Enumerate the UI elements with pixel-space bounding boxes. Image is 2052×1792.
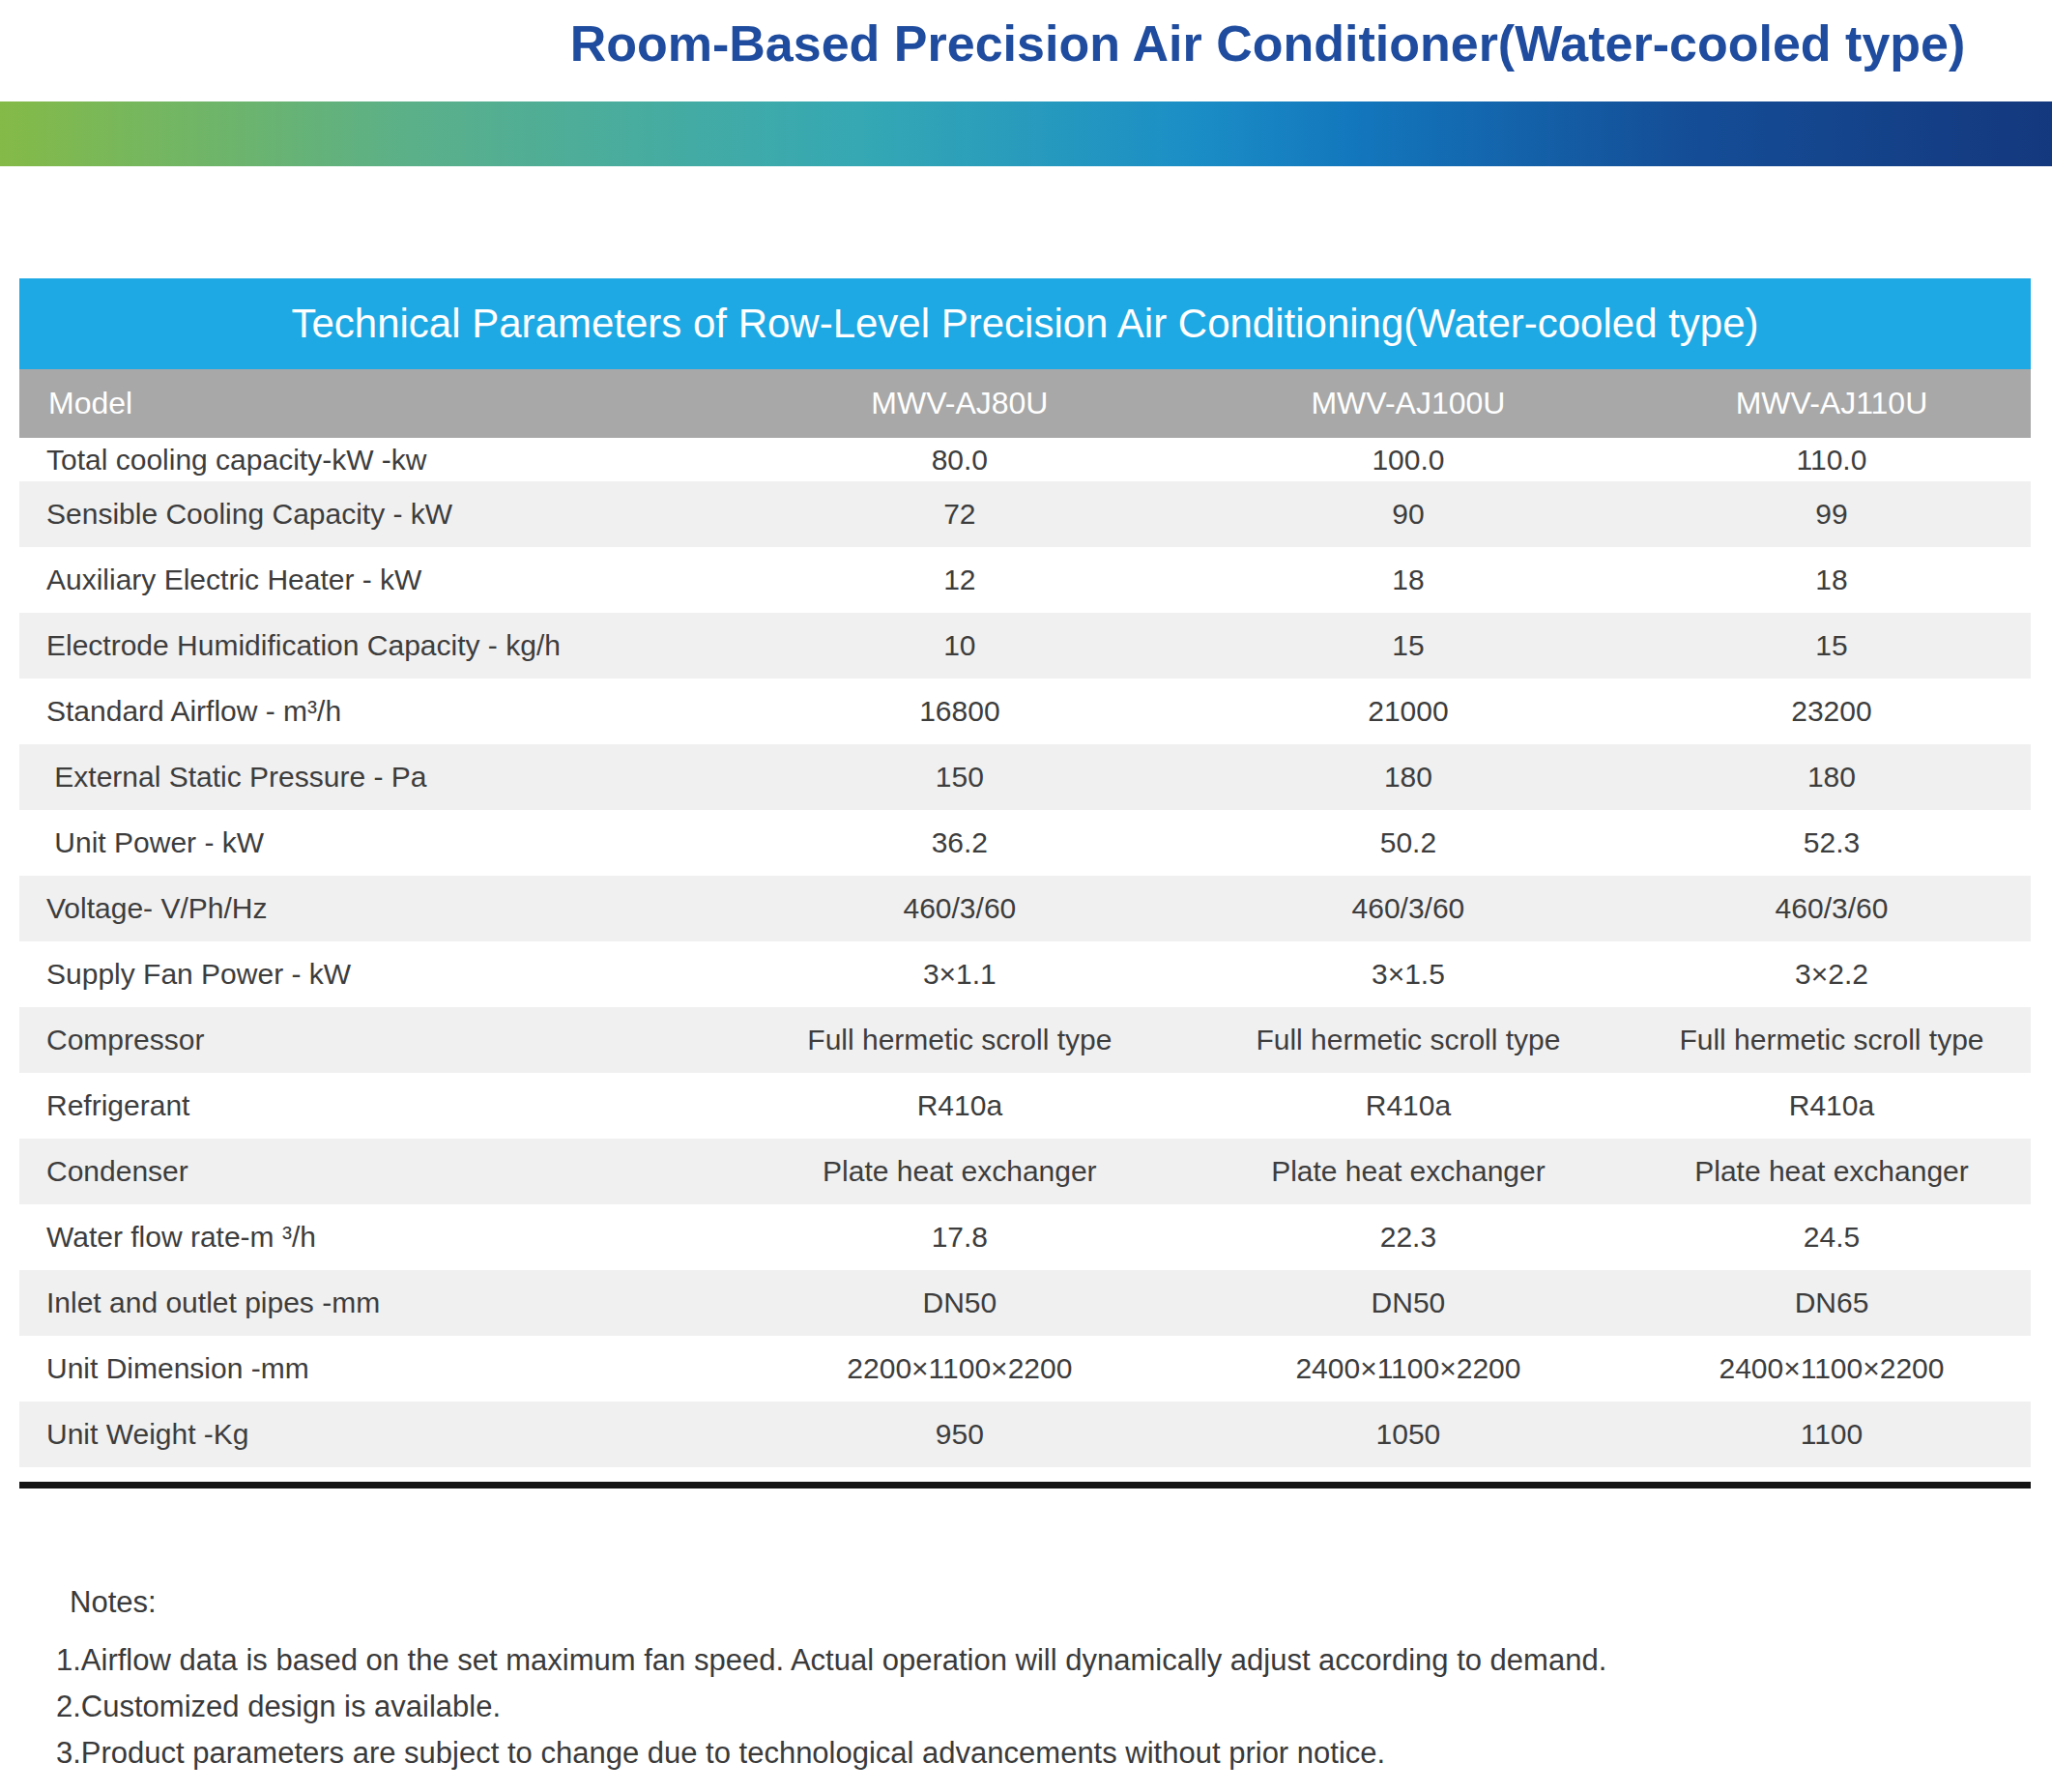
spec-table-body: Total cooling capacity-kW -kw80.0100.011… [19, 438, 2031, 1467]
page-title: Room-Based Precision Air Conditioner(Wat… [483, 0, 2052, 73]
spec-table-section: Technical Parameters of Row-Level Precis… [19, 278, 2031, 1489]
spec-value: 10 [736, 613, 1184, 679]
spec-value: 18 [1633, 547, 2031, 613]
spec-value: 1100 [1633, 1402, 2031, 1467]
spec-value: R410a [1184, 1073, 1633, 1139]
spec-label: Inlet and outlet pipes -mm [19, 1270, 736, 1336]
spec-value: 3×2.2 [1633, 941, 2031, 1007]
spec-table: Model MWV-AJ80U MWV-AJ100U MWV-AJ110U To… [19, 369, 2031, 1467]
model-header-row: Model MWV-AJ80U MWV-AJ100U MWV-AJ110U [19, 369, 2031, 438]
spec-value: 950 [736, 1402, 1184, 1467]
spec-value: 17.8 [736, 1204, 1184, 1270]
spec-value: 100.0 [1184, 438, 1633, 481]
spec-label: Compressor [19, 1007, 736, 1073]
spec-value: DN50 [736, 1270, 1184, 1336]
table-row: Supply Fan Power - kW3×1.13×1.53×2.2 [19, 941, 2031, 1007]
spec-value: 22.3 [1184, 1204, 1633, 1270]
model-column-aj80u: MWV-AJ80U [736, 369, 1184, 438]
spec-value: 110.0 [1633, 438, 2031, 481]
spec-label: Unit Dimension -mm [19, 1336, 736, 1402]
spec-label: Auxiliary Electric Heater - kW [19, 547, 736, 613]
spec-value: 180 [1184, 744, 1633, 810]
spec-label: Supply Fan Power - kW [19, 941, 736, 1007]
spec-label: Unit Power - kW [19, 810, 736, 876]
spec-value: 80.0 [736, 438, 1184, 481]
spec-value: 16800 [736, 679, 1184, 744]
table-row: External Static Pressure - Pa150180180 [19, 744, 2031, 810]
table-row: Sensible Cooling Capacity - kW729099 [19, 481, 2031, 547]
spec-value: 50.2 [1184, 810, 1633, 876]
table-row: Standard Airflow - m³/h168002100023200 [19, 679, 2031, 744]
spec-value: 2400×1100×2200 [1184, 1336, 1633, 1402]
spec-value: 72 [736, 481, 1184, 547]
model-column-aj110u: MWV-AJ110U [1633, 369, 2031, 438]
spec-label: Water flow rate-m ³/h [19, 1204, 736, 1270]
spec-value: 18 [1184, 547, 1633, 613]
spec-value: 180 [1633, 744, 2031, 810]
model-header-label: Model [19, 369, 736, 438]
spec-label: Total cooling capacity-kW -kw [19, 438, 736, 481]
page-header: Room-Based Precision Air Conditioner(Wat… [0, 0, 2052, 101]
note-item: 1.Airflow data is based on the set maxim… [56, 1637, 2052, 1684]
spec-value: DN50 [1184, 1270, 1633, 1336]
spec-value: 15 [1633, 613, 2031, 679]
spec-value: Full hermetic scroll type [1184, 1007, 1633, 1073]
table-row: Unit Power - kW36.250.252.3 [19, 810, 2031, 876]
table-row: Unit Weight -Kg95010501100 [19, 1402, 2031, 1467]
table-row: CompressorFull hermetic scroll typeFull … [19, 1007, 2031, 1073]
spec-label: External Static Pressure - Pa [19, 744, 736, 810]
spec-label: Electrode Humidification Capacity - kg/h [19, 613, 736, 679]
spec-value: 460/3/60 [736, 876, 1184, 941]
spec-value: 36.2 [736, 810, 1184, 876]
spec-value: 150 [736, 744, 1184, 810]
model-column-aj100u: MWV-AJ100U [1184, 369, 1633, 438]
spec-value: 23200 [1633, 679, 2031, 744]
spec-label: Refrigerant [19, 1073, 736, 1139]
spec-label: Standard Airflow - m³/h [19, 679, 736, 744]
spec-value: Full hermetic scroll type [1633, 1007, 2031, 1073]
table-row: RefrigerantR410aR410aR410a [19, 1073, 2031, 1139]
spec-value: 3×1.5 [1184, 941, 1633, 1007]
table-title: Technical Parameters of Row-Level Precis… [19, 278, 2031, 369]
note-item: 2.Customized design is available. [56, 1684, 2052, 1730]
spec-value: Plate heat exchanger [1184, 1139, 1633, 1204]
table-row: CondenserPlate heat exchangerPlate heat … [19, 1139, 2031, 1204]
spec-value: DN65 [1633, 1270, 2031, 1336]
spec-label: Voltage- V/Ph/Hz [19, 876, 736, 941]
spec-value: Plate heat exchanger [736, 1139, 1184, 1204]
spec-value: 99 [1633, 481, 2031, 547]
spec-value: 2400×1100×2200 [1633, 1336, 2031, 1402]
notes-section: Notes: 1.Airflow data is based on the se… [0, 1585, 2052, 1777]
table-row: Auxiliary Electric Heater - kW121818 [19, 547, 2031, 613]
gradient-banner [0, 101, 2052, 166]
table-row: Voltage- V/Ph/Hz460/3/60460/3/60460/3/60 [19, 876, 2031, 941]
spec-value: 460/3/60 [1184, 876, 1633, 941]
spec-value: 90 [1184, 481, 1633, 547]
note-item: 3.Product parameters are subject to chan… [56, 1730, 2052, 1777]
table-bottom-rule [19, 1482, 2031, 1489]
table-row: Inlet and outlet pipes -mmDN50DN50DN65 [19, 1270, 2031, 1336]
table-row: Water flow rate-m ³/h17.822.324.5 [19, 1204, 2031, 1270]
spec-value: R410a [1633, 1073, 2031, 1139]
spec-value: R410a [736, 1073, 1184, 1139]
table-row: Unit Dimension -mm2200×1100×22002400×110… [19, 1336, 2031, 1402]
notes-heading: Notes: [70, 1585, 2052, 1620]
spec-label: Unit Weight -Kg [19, 1402, 736, 1467]
spec-value: 52.3 [1633, 810, 2031, 876]
spec-label: Condenser [19, 1139, 736, 1204]
spec-value: 460/3/60 [1633, 876, 2031, 941]
spec-value: 3×1.1 [736, 941, 1184, 1007]
model-header: Model MWV-AJ80U MWV-AJ100U MWV-AJ110U [19, 369, 2031, 438]
spec-value: Full hermetic scroll type [736, 1007, 1184, 1073]
spec-value: 12 [736, 547, 1184, 613]
spec-value: 1050 [1184, 1402, 1633, 1467]
spec-value: 15 [1184, 613, 1633, 679]
spec-value: 2200×1100×2200 [736, 1336, 1184, 1402]
table-row: Electrode Humidification Capacity - kg/h… [19, 613, 2031, 679]
spec-value: 21000 [1184, 679, 1633, 744]
spec-label: Sensible Cooling Capacity - kW [19, 481, 736, 547]
spec-value: 24.5 [1633, 1204, 2031, 1270]
table-row: Total cooling capacity-kW -kw80.0100.011… [19, 438, 2031, 481]
spec-value: Plate heat exchanger [1633, 1139, 2031, 1204]
